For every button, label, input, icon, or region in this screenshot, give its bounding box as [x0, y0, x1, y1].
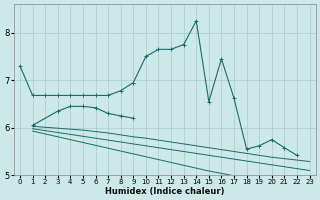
X-axis label: Humidex (Indice chaleur): Humidex (Indice chaleur)	[105, 187, 225, 196]
